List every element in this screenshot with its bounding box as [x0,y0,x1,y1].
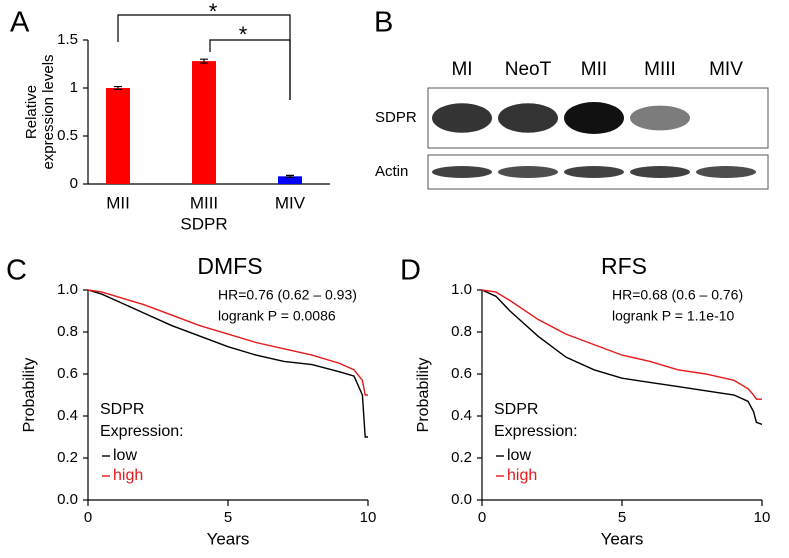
x-tick-label: MII [106,193,130,212]
legend-title: SDPR [100,401,144,418]
x-tick-label: 10 [360,509,377,526]
panel-label: C [6,255,27,287]
band [432,166,492,178]
band [630,166,690,178]
band [432,103,492,133]
x-tick-label: MIII [190,193,218,212]
band [630,105,690,131]
x-tick-label: 5 [224,509,232,526]
y-tick-label: 0.4 [57,407,78,424]
survival-curve [87,289,368,396]
panel-label: D [400,255,421,287]
annotation: logrank P = 1.1e-10 [612,308,735,324]
lane-label: NeoT [505,59,552,80]
y-axis-label-line: Relative [23,85,40,139]
survival-curve [87,289,368,438]
y-tick-label: 0.6 [451,365,472,382]
y-tick-label: 1.0 [57,281,78,298]
blot-frame [427,154,769,190]
y-axis-label: Probability [21,358,38,433]
error-bar [286,174,294,178]
panel-label: B [374,7,393,39]
legend-label: low [113,447,137,464]
y-tick-label: 0.0 [451,491,472,508]
chart-title: RFS [601,253,647,279]
x-tick-label: MIV [275,193,306,212]
lane-label: MIII [644,59,676,80]
y-tick-label: 0 [70,175,78,192]
annotation: logrank P = 0.0086 [218,308,336,324]
legend-title: Expression: [100,423,184,440]
chart-title: DMFS [197,253,262,279]
y-tick-label: 0.5 [57,127,78,144]
band [498,103,558,133]
band [498,166,558,178]
y-tick-label: 0.6 [57,365,78,382]
legend-label: high [507,467,537,484]
x-tick-label: 0 [478,509,486,526]
y-tick-label: 1.0 [451,281,472,298]
legend-title: Expression: [494,423,578,440]
survival-curve [481,289,763,426]
band [696,166,756,178]
y-tick-label: 1.5 [57,31,78,48]
error-bar [200,58,208,64]
y-axis-label: Relativeexpression levels [23,54,57,169]
x-axis-label: Years [207,529,250,548]
bar [278,176,302,184]
y-tick-label: 0.8 [451,323,472,340]
y-tick-label: 0.2 [451,449,472,466]
lane-label: MIV [709,59,743,80]
x-axis-label: Years [601,529,644,548]
lane-label: MI [451,59,472,80]
legend-title: SDPR [494,401,538,418]
y-axis-label-line: expression levels [40,54,57,169]
bar [106,88,130,184]
annotation: HR=0.76 (0.62 – 0.93) [218,287,357,303]
annotation: * [239,22,248,47]
annotation: * [209,0,218,24]
y-tick-label: 0.4 [451,407,472,424]
legend-label: low [507,447,531,464]
row-label: SDPR [375,109,417,126]
survival-curve [481,289,762,400]
blot-frame [427,87,769,149]
y-tick-label: 0.0 [57,491,78,508]
row-label: Actin [375,163,408,180]
x-tick-label: 0 [84,509,92,526]
x-tick-label: 10 [754,509,771,526]
annotation: HR=0.68 (0.6 – 0.76) [612,287,743,303]
panel-label: A [10,7,30,39]
x-axis-label: SDPR [180,214,227,233]
legend-label: high [113,467,143,484]
y-tick-label: 0.8 [57,323,78,340]
band [564,166,624,178]
y-tick-label: 0.2 [57,449,78,466]
error-bar [114,85,122,91]
bar [192,61,216,185]
y-tick-label: 1 [70,79,78,96]
significance-bracket [209,39,291,100]
x-tick-label: 5 [618,509,626,526]
y-axis-label: Probability [415,358,432,433]
lane-label: MII [581,59,607,80]
band [564,102,624,134]
